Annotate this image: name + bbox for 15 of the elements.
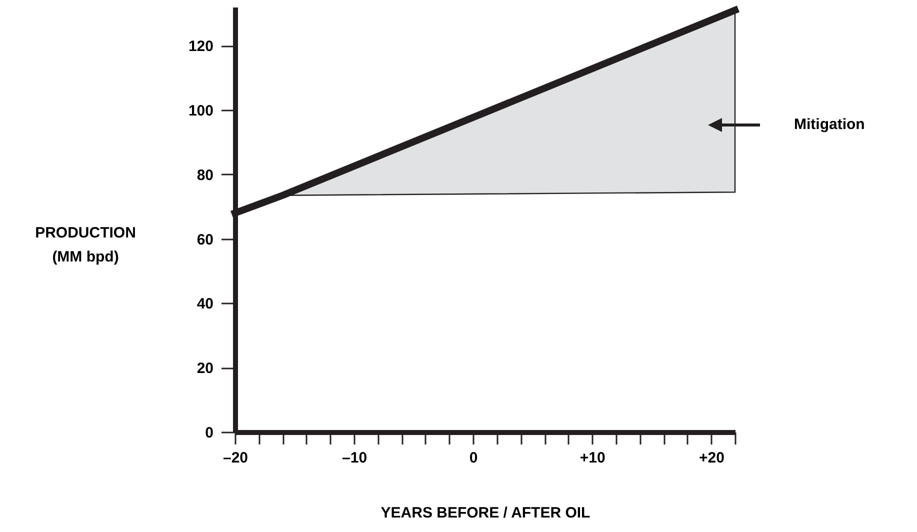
x-tick-label: –10 xyxy=(342,450,368,466)
y-tick-label: 120 xyxy=(188,38,214,56)
x-tick-label: +20 xyxy=(698,450,724,466)
y-tick-label: 80 xyxy=(196,166,214,184)
x-axis-title: YEARS BEFORE / AFTER OIL xyxy=(380,504,590,522)
x-tick-label: –20 xyxy=(222,450,248,466)
y-axis-title: PRODUCTION (MM bpd) xyxy=(35,224,136,266)
y-tick-label: 0 xyxy=(205,424,214,442)
y-tick-label: 40 xyxy=(196,296,214,313)
text: Mitigation xyxy=(794,116,865,133)
x-tick-label: 0 xyxy=(469,450,478,466)
y-tick-label: 60 xyxy=(196,231,214,248)
x-tick-label: +10 xyxy=(580,450,606,466)
y-tick-label: 100 xyxy=(188,102,214,120)
y-tick-label: 20 xyxy=(196,360,214,378)
